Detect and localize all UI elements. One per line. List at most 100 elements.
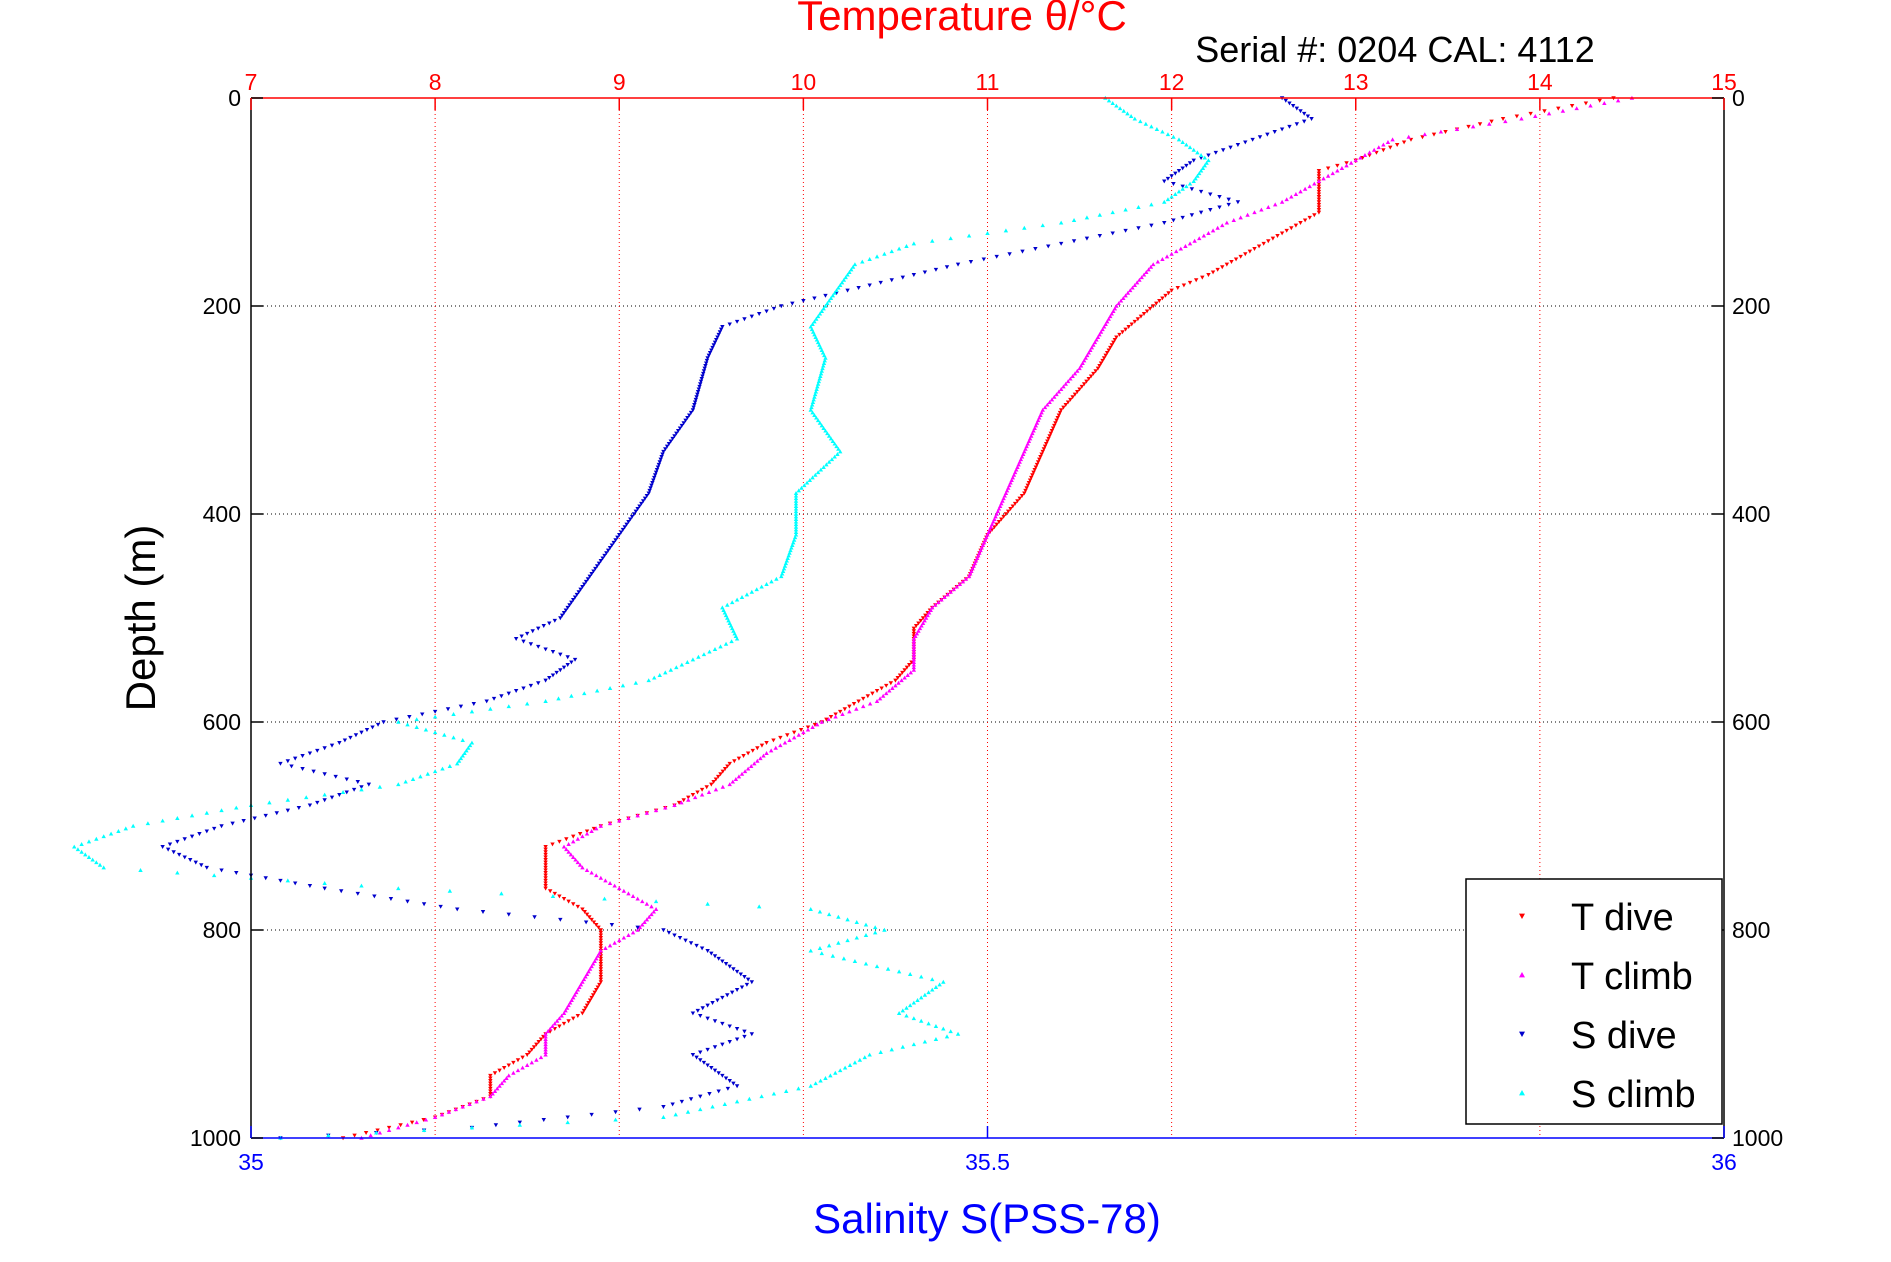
data-point [543, 845, 548, 849]
data-point [307, 803, 313, 808]
data-point [867, 701, 873, 706]
data-point [1139, 275, 1144, 280]
data-point [1235, 143, 1241, 147]
data-point [267, 800, 272, 805]
data-point [1169, 288, 1174, 293]
data-point [587, 998, 593, 1003]
data-point [1301, 119, 1307, 124]
data-point [911, 631, 917, 636]
data-point [591, 920, 597, 925]
data-point [900, 1044, 906, 1049]
data-point [911, 273, 917, 277]
data-point [1197, 236, 1202, 241]
data-point [637, 1107, 642, 1112]
data-point [90, 857, 95, 862]
data-point [704, 785, 709, 790]
data-point [1316, 195, 1322, 199]
data-point [1058, 241, 1064, 246]
data-point [571, 839, 576, 844]
data-point [1438, 129, 1444, 134]
x-bottom-tick-label: 35 [238, 1149, 264, 1175]
data-point [1394, 143, 1400, 147]
data-point [1165, 132, 1171, 137]
data-point [821, 361, 827, 365]
data-point [1121, 108, 1126, 113]
data-point [569, 600, 574, 605]
data-point [75, 847, 81, 852]
data-point [580, 907, 585, 912]
data-point [731, 967, 736, 972]
data-point [1049, 397, 1055, 402]
data-point [863, 933, 869, 937]
data-point [571, 1016, 576, 1021]
data-point [904, 1005, 909, 1010]
data-point [663, 670, 668, 675]
data-point [1100, 327, 1105, 332]
data-point [937, 982, 942, 987]
data-point [492, 1089, 498, 1093]
data-point [709, 348, 714, 353]
data-point [455, 907, 460, 912]
data-point [568, 852, 574, 857]
data-point [941, 979, 946, 984]
x-top-tick-label: 9 [613, 69, 626, 95]
data-point [1088, 348, 1093, 352]
data-point [1294, 122, 1300, 127]
data-point [911, 1042, 917, 1047]
data-point [824, 717, 829, 722]
data-point [1316, 171, 1322, 176]
data-point [577, 862, 583, 867]
data-point [580, 585, 585, 589]
data-point [745, 751, 751, 756]
data-point [1213, 150, 1219, 155]
data-point [1001, 514, 1006, 519]
data-point [197, 832, 202, 836]
data-point [628, 517, 633, 522]
data-point [1039, 452, 1044, 457]
data-point [1112, 338, 1118, 342]
data-point [1094, 337, 1099, 342]
data-point [677, 936, 683, 940]
data-point [1293, 223, 1299, 228]
data-point [731, 1081, 736, 1086]
data-point [488, 1094, 493, 1099]
data-point [1114, 103, 1119, 108]
data-point [1270, 236, 1276, 241]
data-point [833, 712, 838, 717]
data-point [805, 727, 811, 732]
data-point [584, 831, 590, 836]
data-point [918, 618, 923, 623]
data-point [911, 660, 917, 664]
data-point [94, 860, 99, 865]
data-point [707, 1092, 712, 1096]
data-point [359, 883, 364, 888]
data-point [838, 709, 843, 714]
legend-label: T climb [1571, 956, 1693, 998]
data-point [699, 787, 705, 792]
data-point [1114, 303, 1119, 308]
data-point [635, 927, 640, 932]
data-point [1316, 187, 1322, 192]
data-point [1542, 109, 1547, 114]
data-point [1109, 311, 1114, 316]
data-point [1602, 101, 1607, 105]
data-point [543, 1042, 548, 1047]
data-point [550, 1024, 555, 1028]
data-point [618, 530, 624, 535]
data-point [1198, 156, 1204, 160]
data-point [1081, 358, 1087, 363]
data-point [543, 868, 548, 873]
data-point [455, 761, 460, 766]
data-point [101, 834, 106, 839]
data-point [729, 639, 734, 644]
data-point [311, 769, 316, 774]
data-point [569, 693, 574, 698]
data-point [796, 488, 801, 493]
data-point [720, 995, 725, 1000]
data-point [230, 821, 235, 826]
data-point [707, 351, 713, 355]
data-point [219, 824, 224, 829]
data-point [1141, 312, 1147, 316]
data-point [329, 795, 335, 800]
data-point [896, 1011, 902, 1015]
